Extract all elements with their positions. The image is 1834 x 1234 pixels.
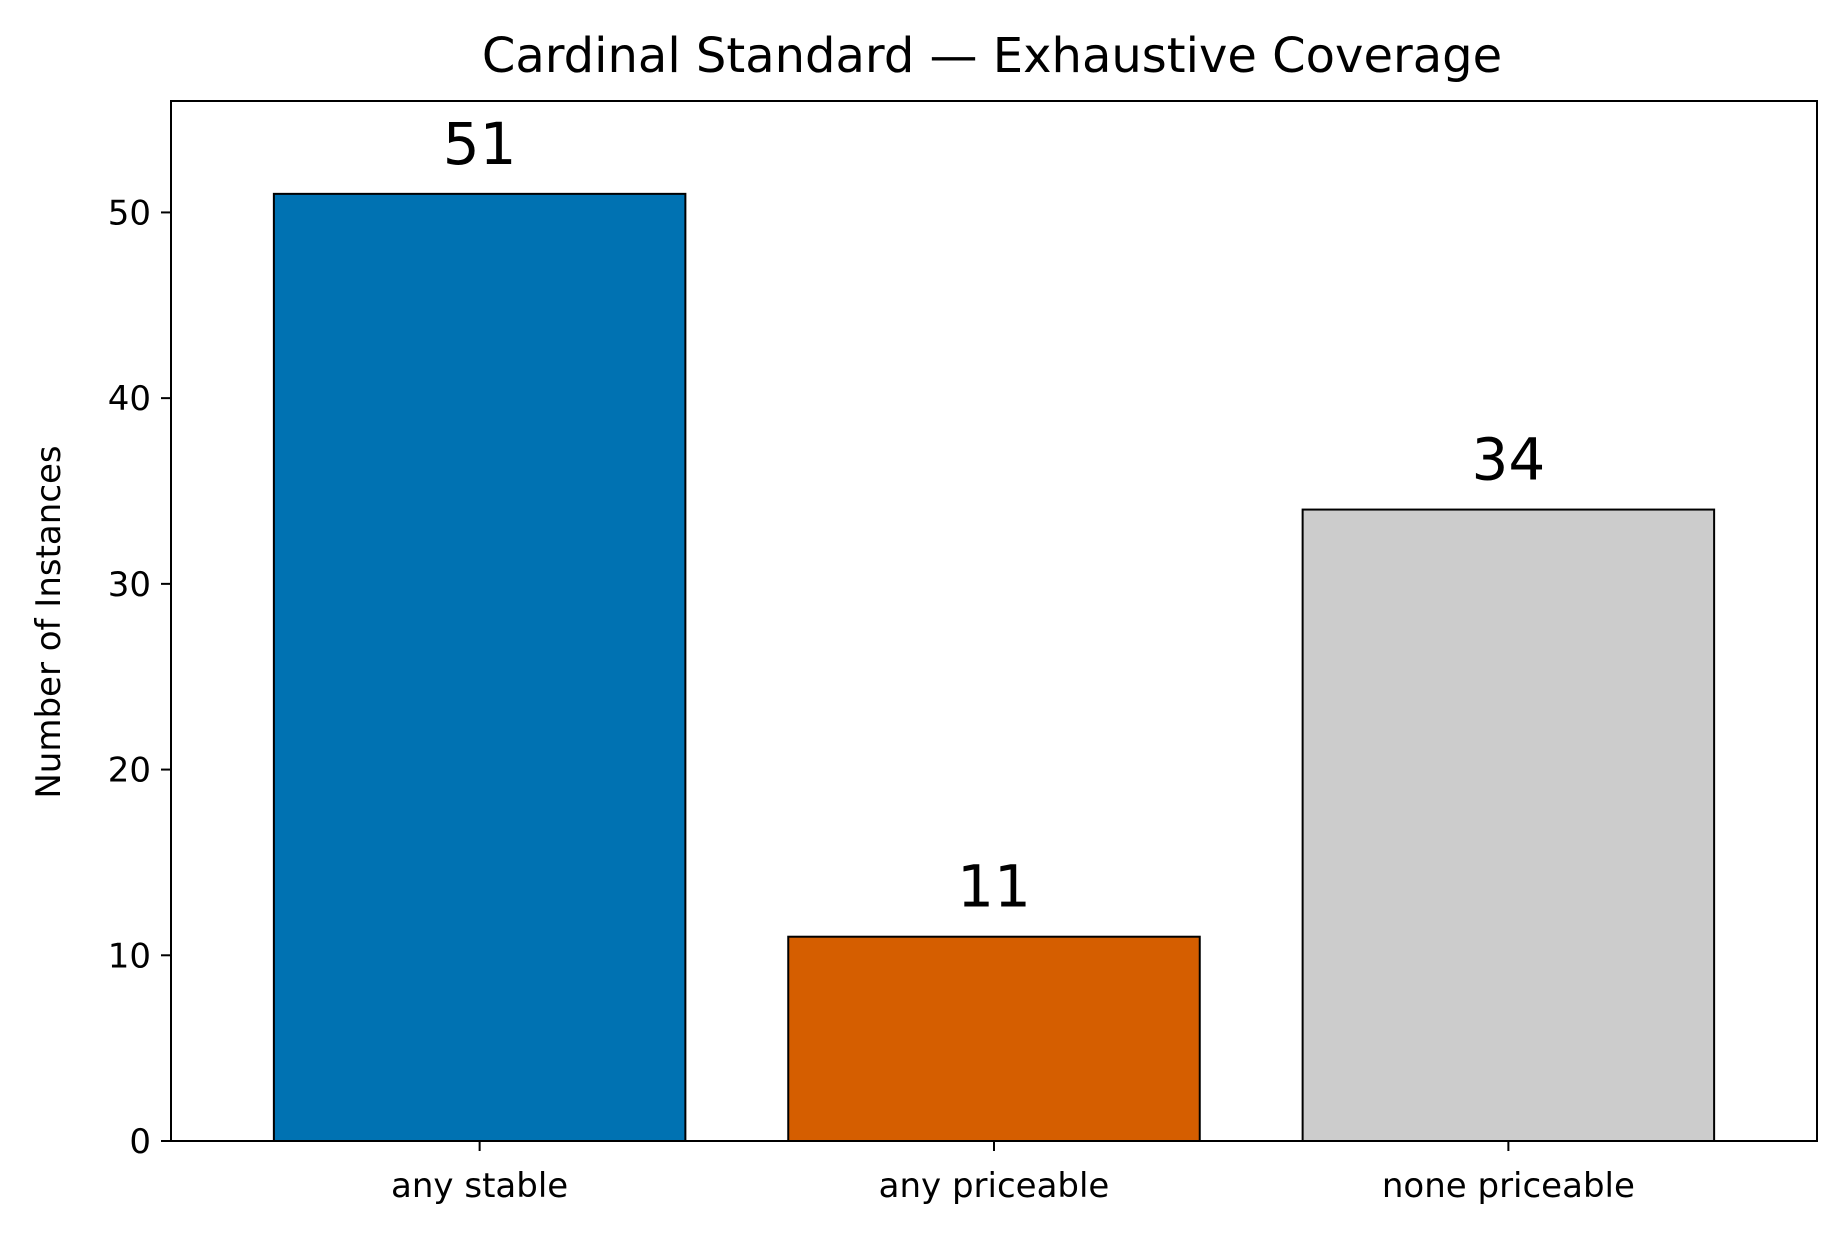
x-tick-label: any stable	[391, 1166, 568, 1206]
chart-title: Cardinal Standard — Exhaustive Coverage	[482, 28, 1502, 84]
y-axis-label: Number of Instances	[29, 445, 69, 798]
x-tick-label: any priceable	[879, 1166, 1110, 1206]
y-tick-label: 50	[108, 193, 151, 233]
plot-area: 51 any stable 11 any priceable 34 none pricea…	[108, 100, 1818, 1206]
bar-any-priceable	[787, 935, 1201, 1143]
y-tick-label: 10	[108, 936, 151, 976]
bar-any-stable	[272, 192, 687, 1143]
data-label: 34	[1471, 426, 1545, 494]
y-tick-label: 40	[108, 379, 151, 419]
y-tick-label: 0	[129, 1122, 151, 1162]
x-tick-label: none priceable	[1382, 1166, 1635, 1206]
data-label: 11	[957, 853, 1031, 921]
bar-none-priceable	[1301, 508, 1716, 1143]
y-tick-label: 30	[108, 565, 151, 605]
data-label: 51	[443, 110, 517, 178]
axes-frame	[170, 100, 1818, 1142]
y-tick-label: 20	[108, 751, 151, 791]
